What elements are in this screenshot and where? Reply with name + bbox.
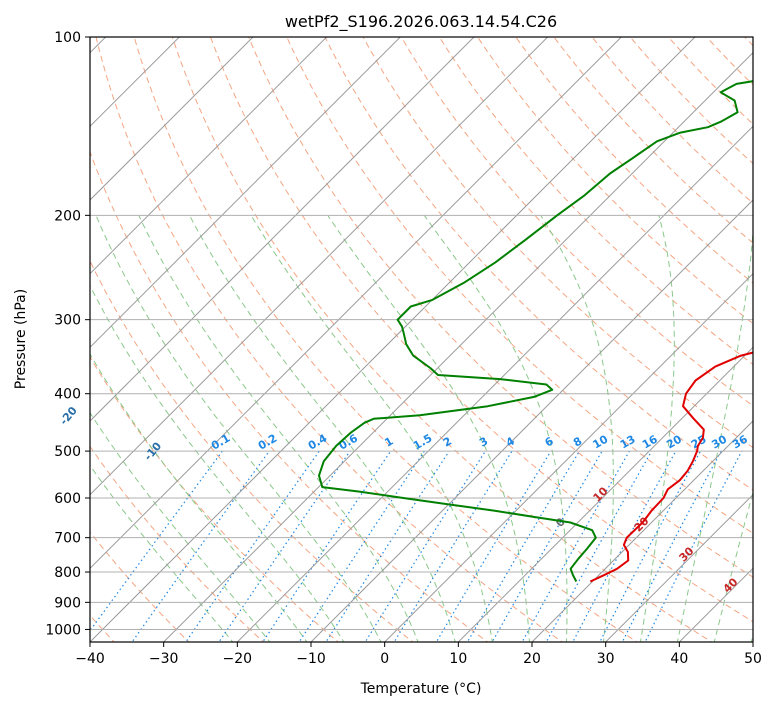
moist-adiabat: [90, 284, 345, 642]
isotherm: [457, 346, 753, 642]
isotherm: [310, 199, 753, 642]
isotherm: [90, 37, 402, 349]
x-tick-label: 50: [744, 651, 762, 667]
y-axis: 100 200 300 400 500 600 700 800 900 1000: [45, 30, 90, 638]
plot-frame: [89, 36, 754, 643]
mixing-ratio-line: [218, 450, 351, 642]
moist-adiabat: [189, 215, 456, 642]
y-tick-label: 400: [54, 387, 81, 403]
isotherm: [90, 37, 549, 496]
isotherm: [531, 420, 753, 642]
isotherm: [604, 493, 753, 642]
moist-adiabat: [138, 215, 419, 642]
isotherm: [90, 37, 696, 642]
moist-adiabat: [639, 215, 675, 642]
moist-adiabat: [90, 464, 234, 642]
y-tick-label: 500: [54, 444, 81, 460]
y-tick-label: 600: [54, 491, 81, 507]
isotherm: [90, 37, 623, 570]
moist-adiabat: [327, 215, 530, 642]
moist-adiabat: [90, 411, 271, 642]
isotherm: [236, 125, 753, 642]
y-tick-label: 700: [54, 531, 81, 547]
chart-title: wetPf2_S196.2026.063.14.54.C26: [285, 12, 557, 32]
moist-adiabat: [95, 215, 382, 642]
isotherm: [90, 37, 328, 275]
x-tick-label: −30: [149, 651, 179, 667]
moist-adiabat: [250, 215, 493, 642]
x-tick-label: −20: [223, 651, 253, 667]
mixing-ratio-line: [644, 450, 743, 642]
isotherm: [162, 51, 753, 642]
y-tick-label: 300: [54, 313, 81, 329]
y-tick-label: 1000: [45, 622, 81, 638]
mixing-ratio-line: [298, 450, 425, 642]
mixing-ratio-line: [393, 450, 513, 642]
y-tick-label: 800: [54, 565, 81, 581]
sounding-series: [318, 80, 753, 583]
x-tick-label: 10: [449, 651, 467, 667]
y-tick-label: 100: [54, 30, 81, 46]
dewpoint-line: [318, 80, 753, 582]
x-axis: −40 −30 −20 −10 0 10 20 30 40 50: [75, 642, 762, 667]
mixing-ratio-line: [521, 450, 631, 642]
x-tick-label: −40: [75, 651, 105, 667]
x-tick-label: 40: [670, 651, 688, 667]
mixing-ratio-line: [325, 450, 450, 642]
mixing-ratio-line: [435, 450, 552, 642]
temperature-line: [589, 351, 753, 583]
dry-adiabat: [90, 259, 414, 642]
y-tick-label: 200: [54, 208, 81, 224]
grid: [90, 37, 753, 642]
isotherm: [90, 37, 475, 422]
y-tick-label: 900: [54, 595, 81, 611]
x-tick-label: 20: [523, 651, 541, 667]
mixing-ratio-line: [621, 450, 722, 642]
isotherm: [383, 272, 753, 642]
x-tick-label: 0: [380, 651, 389, 667]
x-axis-label: Temperature (°C): [360, 681, 482, 697]
plot-area: [90, 37, 753, 642]
x-tick-label: −10: [296, 651, 326, 667]
isotherm: [90, 37, 254, 201]
dry-adiabat: [90, 150, 489, 642]
x-tick-label: 30: [597, 651, 615, 667]
moist-adiabat: [540, 215, 614, 642]
mixing-ratio-line: [90, 450, 223, 632]
moist-adiabat: [423, 215, 568, 642]
y-axis-label: Pressure (hPa): [13, 289, 29, 389]
